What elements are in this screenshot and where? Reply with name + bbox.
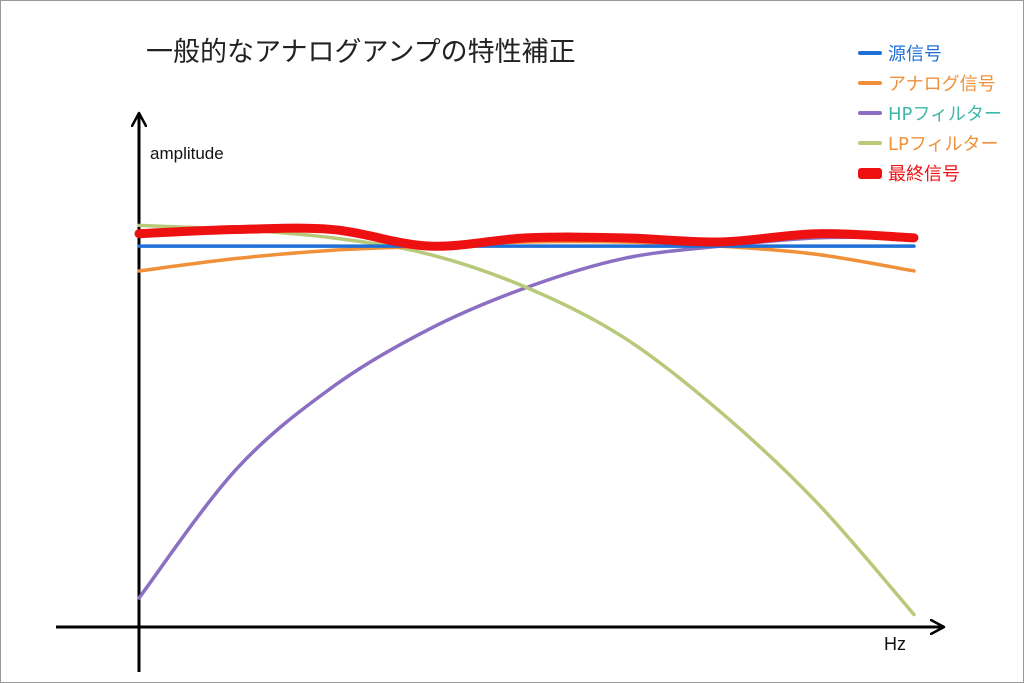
series-line-lp-filter xyxy=(137,223,916,617)
legend-swatch xyxy=(858,111,882,115)
legend-swatch xyxy=(858,51,882,55)
y-axis-label: amplitude xyxy=(150,144,224,163)
legend-swatch xyxy=(858,141,882,145)
x-axis-label: Hz xyxy=(884,634,906,654)
legend-swatch xyxy=(858,81,882,85)
legend-item-hp-filter: HPフィルター xyxy=(858,98,1002,128)
legend-label: HPフィルター xyxy=(888,104,1003,125)
legend-label: 最終信号 xyxy=(888,164,960,185)
series-line-hp-filter xyxy=(137,235,916,600)
chart-title: 一般的なアナログアンプの特性補正 xyxy=(146,37,576,68)
legend-item-final: 最終信号 xyxy=(858,158,1002,188)
legend-item-source: 源信号 xyxy=(858,38,1002,68)
legend-item-lp-filter: LPフィルター xyxy=(858,128,1002,158)
legend: 源信号 アナログ信号 HPフィルター LPフィルター 最終信号 xyxy=(858,38,1002,188)
legend-label: LPフィルター xyxy=(888,134,999,155)
series-line-final xyxy=(134,223,919,251)
legend-label: 源信号 xyxy=(888,44,942,65)
legend-label: アナログ信号 xyxy=(888,74,996,95)
legend-item-analog: アナログ信号 xyxy=(858,68,1002,98)
legend-swatch xyxy=(858,167,882,179)
